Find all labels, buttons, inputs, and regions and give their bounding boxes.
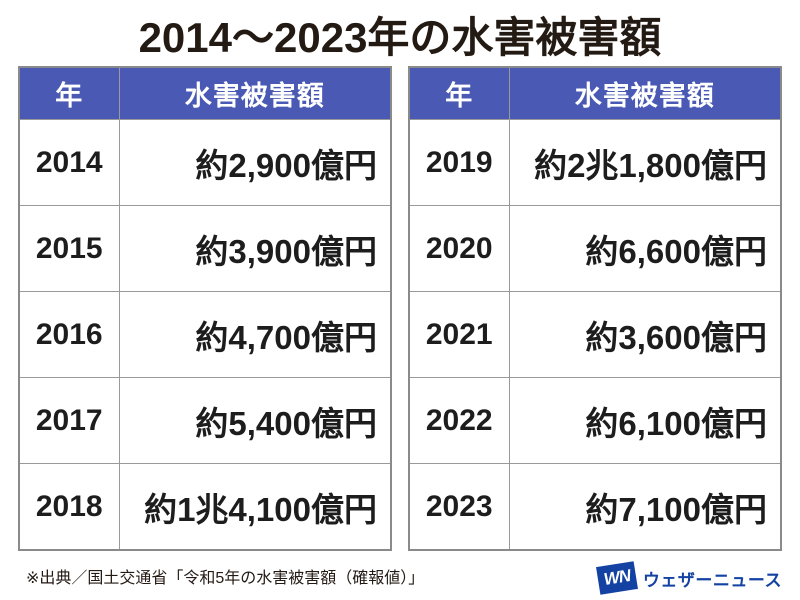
amount-cell: 約7,100億円 — [508, 463, 782, 551]
damage-table-2014-2018: 年 水害被害額 2014 約2,900億円 2015 約3,900億円 2016… — [18, 66, 392, 551]
table-row: 2022 約6,100億円 — [408, 377, 782, 464]
amount-cell: 約3,600億円 — [508, 291, 782, 378]
table-row: 2020 約6,600億円 — [408, 205, 782, 292]
year-cell: 2016 — [18, 291, 120, 378]
year-cell: 2018 — [18, 463, 120, 551]
column-header-year: 年 — [18, 66, 120, 120]
year-cell: 2015 — [18, 205, 120, 292]
year-cell: 2019 — [408, 119, 510, 206]
table-row: 2017 約5,400億円 — [18, 377, 392, 464]
year-cell: 2020 — [408, 205, 510, 292]
amount-cell: 約3,900億円 — [118, 205, 392, 292]
table-row: 2023 約7,100億円 — [408, 463, 782, 551]
damage-table-2019-2023: 年 水害被害額 2019 約2兆1,800億円 2020 約6,600億円 20… — [408, 66, 782, 551]
column-header-amount: 水害被害額 — [118, 66, 392, 120]
weathernews-logo: WN ウェザーニュース — [595, 561, 782, 595]
page-title: 2014〜2023年の水害被害額 — [138, 14, 662, 61]
table-header-row: 年 水害被害額 — [408, 66, 782, 120]
year-cell: 2014 — [18, 119, 120, 206]
table-row: 2015 約3,900億円 — [18, 205, 392, 292]
table-row: 2014 約2,900億円 — [18, 119, 392, 206]
weathernews-logo-icon: WN — [595, 561, 638, 595]
amount-cell: 約2兆1,800億円 — [508, 119, 782, 206]
amount-cell: 約1兆4,100億円 — [118, 463, 392, 551]
amount-cell: 約5,400億円 — [118, 377, 392, 464]
year-cell: 2021 — [408, 291, 510, 378]
year-cell: 2022 — [408, 377, 510, 464]
column-header-year: 年 — [408, 66, 510, 120]
table-row: 2016 約4,700億円 — [18, 291, 392, 378]
table-header-row: 年 水害被害額 — [18, 66, 392, 120]
amount-cell: 約2,900億円 — [118, 119, 392, 206]
column-header-amount: 水害被害額 — [508, 66, 782, 120]
table-row: 2018 約1兆4,100億円 — [18, 463, 392, 551]
amount-cell: 約4,700億円 — [118, 291, 392, 378]
year-cell: 2017 — [18, 377, 120, 464]
tables-container: 年 水害被害額 2014 約2,900億円 2015 約3,900億円 2016… — [18, 66, 782, 551]
table-row: 2021 約3,600億円 — [408, 291, 782, 378]
year-cell: 2023 — [408, 463, 510, 551]
source-note: ※出典／国土交通省「令和5年の水害被害額（確報値）」 — [26, 570, 425, 587]
amount-cell: 約6,600億円 — [508, 205, 782, 292]
weathernews-logo-text: ウェザーニュース — [642, 570, 782, 590]
amount-cell: 約6,100億円 — [508, 377, 782, 464]
table-row: 2019 約2兆1,800億円 — [408, 119, 782, 206]
